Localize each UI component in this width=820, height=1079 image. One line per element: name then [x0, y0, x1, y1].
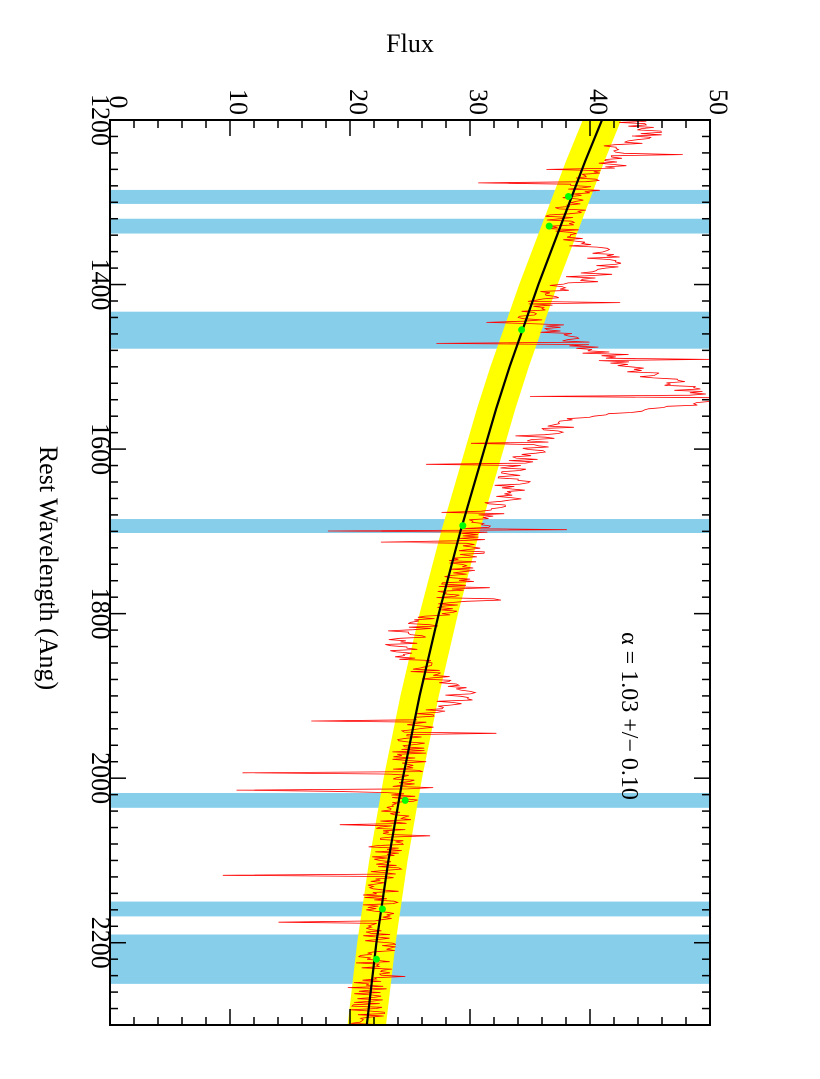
fit-point: [545, 222, 553, 230]
x-tick-label: 1800: [86, 588, 115, 640]
y-tick-label: 30: [464, 89, 493, 115]
fit-uncertainty-band: [347, 120, 622, 1025]
x-tick-label: 1200: [86, 94, 115, 146]
fit-point: [459, 522, 467, 530]
continuum-window: [110, 311, 710, 349]
power-law-fit-series: [365, 119, 604, 1026]
plot-frame: [109, 119, 711, 1026]
spectrum-series: [222, 119, 711, 1025]
continuum-window: [110, 189, 710, 204]
fit-point: [372, 955, 380, 963]
continuum-window: [110, 934, 710, 984]
y-axis-label: Flux: [386, 29, 434, 58]
axes: 0 10 20 30 40 50 1200 1400 1600 1800 2000 2200: [86, 89, 733, 1026]
continuum-window: [110, 901, 710, 917]
x-tick-label: 1600: [86, 423, 115, 475]
y-tick-label: 40: [584, 89, 613, 115]
fit-points: [372, 193, 572, 963]
fit-point: [564, 193, 572, 201]
x-axis-label: Rest Wavelength (Ang): [34, 446, 63, 690]
fit-band-area: [347, 120, 622, 1025]
x-tick-label: 2000: [86, 752, 115, 804]
fit-line: [365, 119, 604, 1026]
y-tick-label: 0: [104, 96, 133, 109]
y-tick-label: 20: [344, 89, 373, 115]
spectrum-line: [222, 119, 711, 1025]
x-tick-label: 1400: [86, 259, 115, 311]
fit-point: [401, 796, 409, 804]
continuum-windows: [110, 189, 710, 984]
y-tick-label: 10: [224, 89, 253, 115]
continuum-window: [110, 218, 710, 234]
x-tick-label: 2200: [86, 917, 115, 969]
y-tick-label: 50: [704, 89, 733, 115]
fit-annotation: α = 1.03 +/− 0.10: [616, 632, 642, 800]
fit-point: [378, 905, 386, 913]
fit-point: [518, 326, 526, 334]
